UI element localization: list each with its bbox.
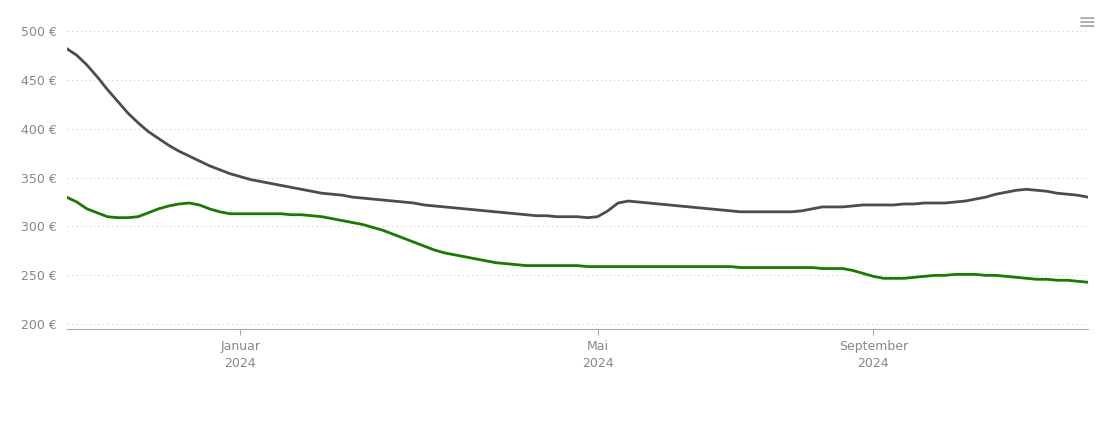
Text: ≡: ≡ (1078, 13, 1097, 32)
